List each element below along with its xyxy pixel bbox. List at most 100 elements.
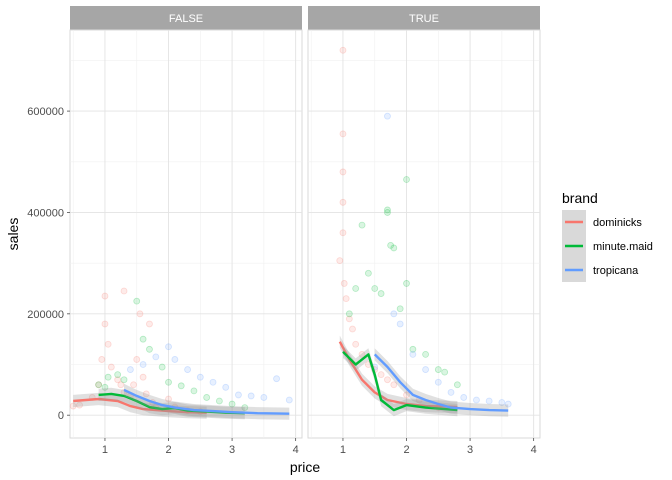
x-tick-label-true: 2 — [403, 444, 409, 456]
point-dominicks-false — [139, 373, 147, 381]
point-minute-maid-false — [114, 371, 122, 379]
point-dominicks-true — [336, 257, 344, 265]
point-dominicks-true — [339, 168, 347, 176]
point-tropicana-false — [222, 383, 230, 391]
point-minute-maid-true — [364, 269, 372, 277]
point-tropicana-true — [384, 112, 391, 120]
point-minute-maid-true — [384, 209, 391, 216]
smooth-ribbon-tropicana-false — [124, 383, 290, 420]
grid-layer — [70, 30, 540, 438]
point-minute-maid-false — [177, 382, 185, 390]
point-minute-maid-false — [203, 394, 211, 401]
facet-strip-label-true: TRUE — [409, 13, 439, 25]
point-minute-maid-false — [228, 400, 236, 408]
point-tropicana-false — [285, 396, 293, 404]
point-dominicks-true — [390, 381, 398, 389]
point-dominicks-false — [117, 381, 125, 389]
point-dominicks-true — [384, 376, 391, 384]
x-tick-label-false: 2 — [165, 444, 171, 456]
point-minute-maid-false — [146, 345, 153, 353]
point-dominicks-true — [342, 295, 350, 303]
point-dominicks-false — [142, 390, 150, 398]
point-dominicks-true — [345, 315, 353, 323]
smooth-layer — [73, 335, 509, 420]
point-dominicks-true — [340, 280, 348, 287]
point-minute-maid-false — [95, 381, 103, 389]
smooth-line-tropicana-false — [123, 388, 290, 415]
point-dominicks-false — [69, 402, 77, 410]
point-tropicana-true — [390, 310, 398, 318]
point-tropicana-false — [273, 375, 280, 383]
point-minute-maid-false — [104, 373, 112, 381]
point-dominicks-false — [104, 340, 112, 348]
point-tropicana-true — [504, 400, 512, 408]
point-dominicks-false — [95, 381, 103, 389]
point-dominicks-true — [377, 371, 385, 379]
point-tropicana-false — [152, 353, 160, 361]
point-tropicana-true — [485, 397, 493, 405]
y-axis-title: sales — [5, 218, 21, 251]
point-minute-maid-true — [387, 242, 395, 249]
point-tropicana-false — [209, 378, 217, 386]
point-tropicana-true — [473, 396, 480, 404]
point-dominicks-false — [136, 310, 144, 318]
point-minute-maid-true — [422, 350, 429, 358]
point-minute-maid-false — [101, 383, 109, 391]
point-minute-maid-false — [215, 397, 223, 405]
point-minute-maid-false — [165, 378, 172, 386]
legend-label-tropicana: tropicana — [593, 265, 639, 277]
point-tropicana-false — [247, 392, 255, 400]
smooth-line-minute-maid-true — [342, 350, 458, 412]
point-minute-maid-false — [190, 387, 198, 395]
smooth-line-tropicana-true — [373, 353, 509, 412]
x-tick-label-true: 3 — [467, 444, 473, 456]
point-tropicana-true — [434, 378, 442, 386]
point-dominicks-true — [403, 391, 410, 399]
y-tick-label: 200000 — [27, 309, 64, 321]
smooth-line-dominicks-true — [338, 341, 458, 409]
point-dominicks-false — [130, 381, 137, 389]
point-dominicks-true — [339, 130, 347, 138]
point-minute-maid-true — [441, 368, 449, 376]
facet-strip-label-false: FALSE — [169, 13, 203, 25]
axis-layer: 1 2 3 4 1 2 3 4 0 200000 400000 600000 — [27, 106, 536, 456]
x-tick-label-false: 1 — [102, 444, 108, 456]
point-minute-maid-true — [390, 244, 398, 252]
point-tropicana-true — [422, 366, 429, 373]
point-minute-maid-true — [352, 285, 360, 292]
x-tick-label-true: 1 — [340, 444, 346, 456]
point-tropicana-true — [447, 388, 455, 396]
point-minute-maid-false — [133, 297, 141, 305]
point-dominicks-false — [98, 356, 106, 363]
point-dominicks-false — [146, 320, 153, 328]
point-minute-maid-true — [453, 381, 461, 389]
point-tropicana-false — [184, 366, 191, 373]
facet-strip-true — [308, 6, 540, 30]
point-minute-maid-true — [403, 176, 410, 183]
point-dominicks-false — [76, 401, 83, 409]
legend-label-dominicks: dominicks — [593, 217, 642, 229]
point-minute-maid-true — [396, 305, 404, 313]
y-tick-label: 600000 — [27, 106, 64, 118]
point-tropicana-false — [165, 343, 172, 351]
legend-title: brand — [562, 190, 598, 206]
point-minute-maid-true — [345, 310, 353, 318]
point-tropicana-true — [409, 350, 417, 358]
panel-true-border — [307, 29, 541, 439]
smooth-line-dominicks-false — [73, 397, 207, 414]
point-dominicks-true — [358, 350, 366, 358]
point-tropicana-true — [498, 399, 506, 406]
point-minute-maid-true — [384, 206, 391, 214]
point-minute-maid-true — [434, 366, 442, 373]
point-minute-maid-false — [120, 376, 128, 384]
point-minute-maid-true — [377, 290, 385, 297]
point-dominicks-false — [120, 287, 128, 295]
point-dominicks-true — [339, 46, 347, 54]
point-dominicks-false — [101, 292, 109, 300]
point-minute-maid-false — [139, 335, 147, 343]
x-tick-label-false: 3 — [229, 444, 235, 456]
point-dominicks-false — [101, 320, 109, 328]
point-tropicana-false — [235, 391, 242, 399]
point-minute-maid-true — [403, 280, 410, 287]
